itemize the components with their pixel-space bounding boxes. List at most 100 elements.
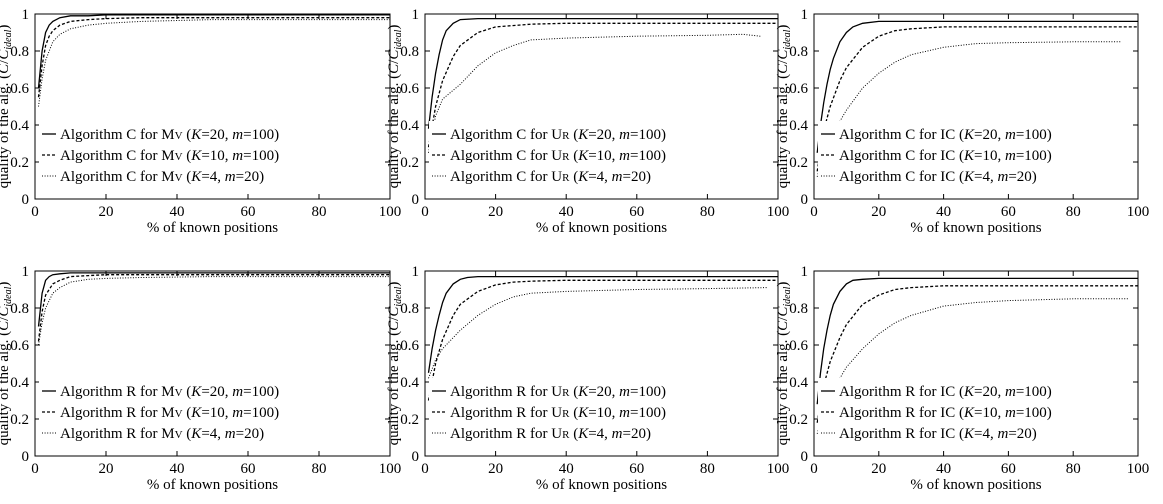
- series-line-3: [38, 276, 390, 346]
- series-line-2: [37, 17, 390, 98]
- legend-label: Algorithm R for UR (K=20, m=100): [450, 384, 666, 400]
- series-line-2: [427, 22, 778, 148]
- series-line-1: [427, 275, 778, 373]
- x-axis-label: % of known positions: [910, 477, 1041, 493]
- series-line-1: [816, 277, 1138, 405]
- legend: Algorithm R for IC (K=20, m=100) Algorith…: [818, 378, 1118, 447]
- chart-panel-4: 0 20 40 60 80 100 0 0.2 0.4 0.6 0.8 1 % of known pos…: [0, 264, 401, 493]
- legend-label: Algorithm R for IC (K=4, m=20): [839, 426, 1037, 442]
- y-tick-label: 0.8: [10, 301, 29, 317]
- x-tick-label: 20: [488, 461, 503, 477]
- y-tick-label: 0.8: [789, 44, 808, 60]
- legend-label: Algorithm R for UR (K=4, m=20): [450, 426, 651, 442]
- x-tick-label: 80: [1066, 204, 1081, 220]
- x-tick-label: 0: [421, 204, 429, 220]
- y-tick-label: 0: [412, 192, 420, 208]
- y-axis-label: quality of the alg. (C/Cideal): [0, 282, 14, 446]
- legend-label: Algorithm R for MV (K=20, m=100): [60, 384, 279, 400]
- x-axis-label: % of known positions: [910, 220, 1041, 236]
- y-axis-label: quality of the alg. (C/Cideal): [386, 25, 404, 189]
- series-line-2: [816, 26, 1138, 172]
- legend: Algorithm R for UR (K=20, m=100) Algorith…: [429, 378, 729, 447]
- series-line-1: [816, 20, 1138, 153]
- chart-panel-2: 0 20 40 60 80 100 0 0.2 0.4 0.6 0.8 1 % of known pos…: [386, 7, 789, 236]
- legend-box: [818, 378, 1118, 447]
- legend-label: Algorithm C for MV (K=10, m=100): [60, 148, 279, 164]
- x-tick-label: 40: [936, 204, 951, 220]
- x-tick-label: 60: [241, 204, 256, 220]
- y-axis-label: quality of the alg. (C/Cideal): [775, 25, 793, 189]
- legend-box: [39, 378, 339, 447]
- x-tick-label: 60: [1001, 204, 1016, 220]
- y-tick-label: 0.6: [400, 338, 419, 354]
- series-line-2: [427, 279, 778, 401]
- x-tick-label: 0: [421, 461, 429, 477]
- y-tick-label: 1: [801, 264, 809, 280]
- legend-box: [818, 121, 1118, 190]
- x-axis-label: % of known positions: [147, 477, 278, 493]
- x-tick-label: 80: [700, 461, 715, 477]
- y-tick-label: 0.8: [789, 301, 808, 317]
- y-tick-label: 0.2: [789, 155, 808, 171]
- x-tick-label: 100: [767, 204, 790, 220]
- series-line-3: [428, 287, 768, 379]
- y-tick-label: 0.8: [10, 44, 29, 60]
- y-tick-label: 0.4: [789, 375, 808, 391]
- legend: Algorithm R for MV (K=20, m=100) Algorith…: [39, 378, 339, 447]
- x-tick-label: 100: [379, 461, 402, 477]
- series-line-2: [816, 285, 1138, 423]
- x-tick-label: 40: [559, 204, 574, 220]
- x-axis-label: % of known positions: [536, 477, 667, 493]
- legend-label: Algorithm R for IC (K=10, m=100): [839, 405, 1052, 421]
- plot-frame: [424, 13, 779, 200]
- x-tick-label: 60: [629, 461, 644, 477]
- y-tick-label: 0.6: [789, 81, 808, 97]
- chart-panel-6: 0 20 40 60 80 100 0 0.2 0.4 0.6 0.8 1 % of known pos…: [775, 264, 1149, 493]
- y-tick-label: 0.2: [400, 155, 419, 171]
- series-line-1: [37, 272, 390, 327]
- y-tick-label: 0.8: [400, 301, 419, 317]
- x-tick-label: 80: [700, 204, 715, 220]
- y-tick-label: 1: [412, 264, 420, 280]
- x-axis-label: % of known positions: [147, 220, 278, 236]
- legend-label: Algorithm R for IC (K=20, m=100): [839, 384, 1052, 400]
- x-tick-label: 0: [810, 204, 818, 220]
- x-tick-label: 20: [871, 204, 886, 220]
- plot-frame: [424, 270, 779, 457]
- y-tick-label: 0: [412, 449, 420, 465]
- y-axis-label: quality of the alg. (C/Cideal): [386, 282, 404, 446]
- x-tick-label: 0: [31, 461, 39, 477]
- y-tick-label: 1: [22, 264, 30, 280]
- y-tick-label: 0.4: [10, 118, 29, 134]
- chart-panel-1: 0 20 40 60 80 100 0 0.2 0.4 0.6 0.8 1 % of known pos…: [0, 7, 401, 236]
- y-tick-label: 0.4: [400, 375, 419, 391]
- y-tick-label: 0.4: [400, 118, 419, 134]
- y-tick-label: 0.8: [400, 44, 419, 60]
- legend-box: [39, 121, 339, 190]
- x-tick-label: 100: [1127, 204, 1150, 220]
- x-tick-label: 40: [559, 461, 574, 477]
- legend-box: [429, 121, 729, 190]
- plot-frame: [813, 270, 1139, 457]
- x-tick-label: 20: [99, 204, 114, 220]
- y-tick-label: 0.2: [10, 412, 29, 428]
- chart-panel-3: 0 20 40 60 80 100 0 0.2 0.4 0.6 0.8 1 % of known pos…: [775, 7, 1149, 236]
- x-axis-label: % of known positions: [536, 220, 667, 236]
- plot-frame: [34, 13, 391, 200]
- y-tick-label: 0.4: [789, 118, 808, 134]
- x-tick-label: 80: [312, 204, 327, 220]
- series-line-2: [37, 274, 390, 342]
- legend-box: [429, 378, 729, 447]
- y-tick-label: 0.6: [789, 338, 808, 354]
- legend-label: Algorithm C for MV (K=20, m=100): [60, 127, 279, 143]
- y-tick-label: 0.6: [400, 81, 419, 97]
- series-line-3: [38, 19, 390, 107]
- legend-label: Algorithm C for UR (K=20, m=100): [450, 127, 666, 143]
- x-tick-label: 60: [241, 461, 256, 477]
- x-tick-label: 0: [810, 461, 818, 477]
- y-tick-label: 0: [801, 192, 809, 208]
- x-tick-label: 20: [871, 461, 886, 477]
- y-tick-label: 1: [801, 7, 809, 23]
- legend: Algorithm C for IC (K=20, m=100) Algorith…: [818, 121, 1118, 190]
